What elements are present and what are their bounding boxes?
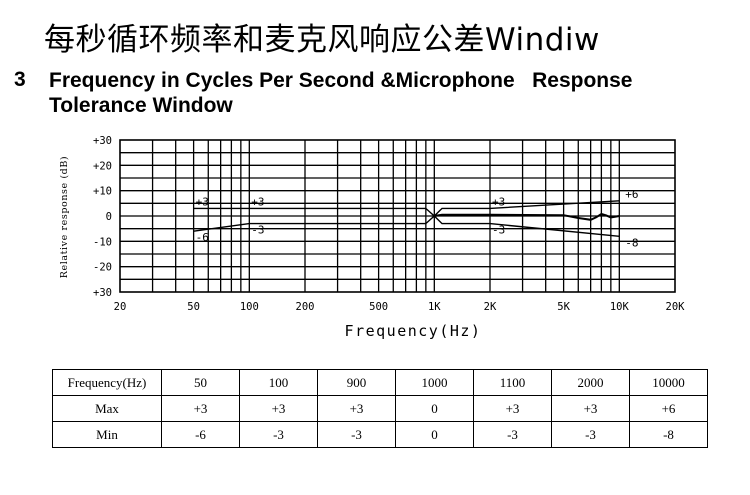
table-column-header: 900	[317, 369, 396, 396]
y-tick-labels: +30 +20 +10 0 -10 -20 +30	[93, 135, 112, 299]
section-title: Frequency in Cycles Per Second &Micropho…	[49, 69, 639, 117]
chart-annotations: +3 +3 -6 -3 +3 -3 +6 -8	[196, 188, 639, 249]
table-cell: -8	[629, 421, 708, 448]
chart-curves	[193, 200, 620, 237]
table-cell: +3	[161, 395, 240, 422]
x-tick-label: 500	[369, 301, 388, 313]
table-column-header: 50	[161, 369, 240, 396]
annotation-label: -6	[196, 231, 209, 244]
x-tick-label: 1K	[428, 301, 441, 313]
annotation-label: -3	[251, 224, 264, 237]
section-number: 3	[14, 68, 26, 91]
tolerance-table: Frequency(Hz) 50 100 900 1000 1100 2000 10000 Ma…	[52, 369, 708, 448]
y-tick-label: +30	[93, 135, 112, 147]
table-cell: -3	[551, 421, 630, 448]
y-tick-label: +20	[93, 160, 112, 172]
table-cell: -6	[161, 421, 240, 448]
table-cell: -3	[317, 421, 396, 448]
x-tick-label: 20	[114, 301, 127, 313]
x-tick-label: 100	[240, 301, 259, 313]
x-tick-label: 50	[187, 301, 200, 313]
annotation-label: +6	[625, 188, 638, 201]
y-tick-label: +30	[93, 287, 112, 299]
table-row: Min -6 -3 -3 0 -3 -3 -8	[52, 421, 708, 448]
x-tick-labels: 20 50 100 200 500 1K 2K 5K 10K 20K	[114, 301, 685, 313]
annotation-label: +3	[196, 195, 209, 208]
table-column-header: 1100	[473, 369, 552, 396]
x-axis-label: Frequency(Hz)	[345, 322, 482, 340]
x-tick-label: 2K	[484, 301, 497, 313]
table-cell: -3	[473, 421, 552, 448]
x-tick-label: 20K	[666, 301, 686, 313]
table-cell: +3	[317, 395, 396, 422]
y-tick-label: -10	[93, 236, 112, 248]
annotation-label: +3	[251, 195, 264, 208]
table-cell: 0	[395, 395, 474, 422]
table-cell: +6	[629, 395, 708, 422]
table-cell: +3	[551, 395, 630, 422]
table-header-row: Frequency(Hz) 50 100 900 1000 1100 2000 10000	[52, 369, 708, 396]
table-cell: 0	[395, 421, 474, 448]
chart-grid	[119, 139, 676, 293]
frequency-response-chart: +3 +3 -6 -3 +3 -3 +6 -8 +30 +20 +10 0 -10 -20 +30 20 5…	[59, 135, 685, 340]
x-tick-label: 5K	[557, 301, 570, 313]
chinese-title: 每秒循环频率和麦克风响应公差Windiw	[44, 22, 600, 58]
table-cell: +3	[239, 395, 318, 422]
annotation-label: -3	[492, 224, 505, 237]
table-column-header: 2000	[551, 369, 630, 396]
y-tick-label: +10	[93, 186, 112, 198]
x-tick-label: 200	[296, 301, 315, 313]
table-column-header: 10000	[629, 369, 708, 396]
series-line-3	[434, 212, 620, 221]
table-column-header: 100	[239, 369, 318, 396]
table-header-label: Frequency(Hz)	[52, 369, 162, 396]
table-cell: +3	[473, 395, 552, 422]
table-row: Max +3 +3 +3 0 +3 +3 +6	[52, 395, 708, 422]
x-tick-label: 10K	[610, 301, 630, 313]
table-row-label: Min	[52, 421, 162, 448]
annotation-label: +3	[492, 195, 505, 208]
table-column-header: 1000	[395, 369, 474, 396]
y-tick-label: -20	[93, 262, 112, 274]
y-axis-label: Relative response (dB)	[59, 156, 70, 279]
annotation-label: -8	[625, 236, 638, 249]
table-row-label: Max	[52, 395, 162, 422]
table-cell: -3	[239, 421, 318, 448]
y-tick-label: 0	[106, 211, 112, 223]
